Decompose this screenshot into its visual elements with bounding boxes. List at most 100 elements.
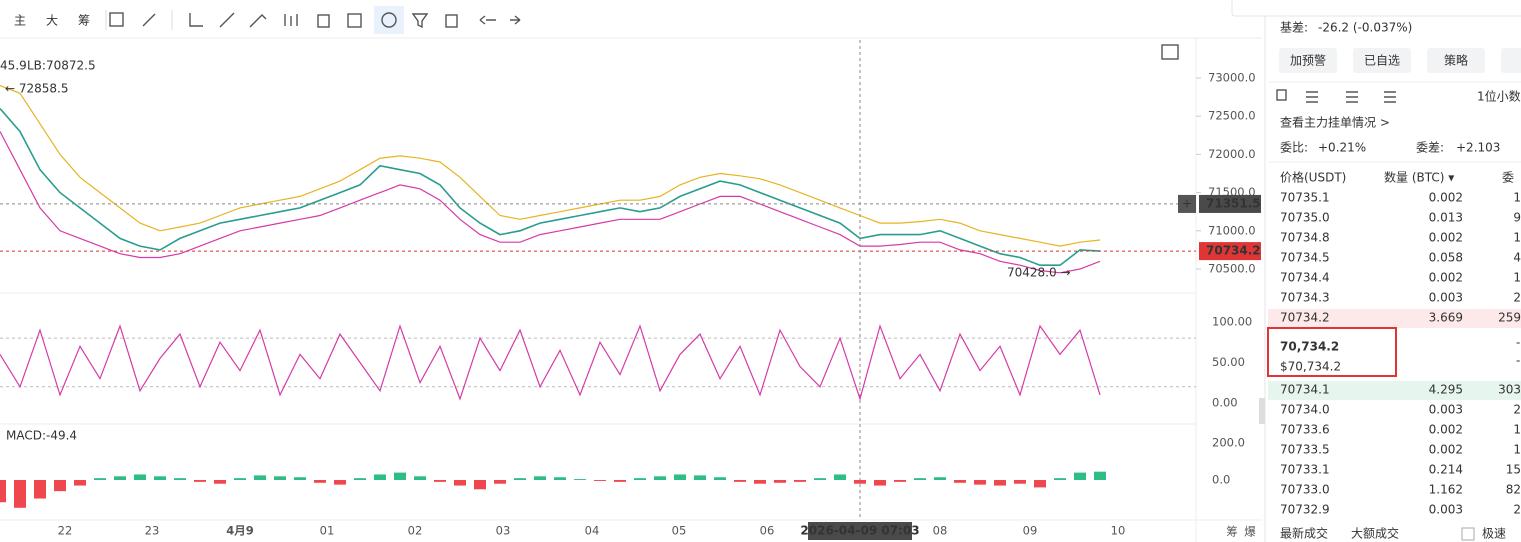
total: 2 xyxy=(1513,503,1521,517)
high-label: ← 72858.5 xyxy=(5,82,69,96)
plus: + xyxy=(1182,196,1192,210)
icon[interactable] xyxy=(411,13,429,29)
x-tick-label: 05 xyxy=(672,524,687,538)
qty: 0.003 xyxy=(1429,291,1463,305)
macd-bar xyxy=(154,476,166,481)
toolbar-label: 筹 xyxy=(78,14,90,28)
icon[interactable] xyxy=(189,13,203,27)
x-tick-label: 10 xyxy=(1111,524,1126,538)
upper-band xyxy=(0,85,1101,247)
qty: 0.003 xyxy=(1429,503,1463,517)
qty: 0.013 xyxy=(1429,211,1463,225)
icon[interactable] xyxy=(219,12,235,28)
icon[interactable] xyxy=(479,15,496,25)
macd-bar xyxy=(134,474,146,481)
fast: 极速 xyxy=(1482,527,1506,541)
crosshair-y-box xyxy=(1199,194,1261,213)
x-tick-label: 03 xyxy=(496,524,511,538)
macd-bar xyxy=(454,480,466,486)
price: 70735.0 xyxy=(1280,211,1330,225)
button[interactable] xyxy=(1353,48,1411,73)
x-tick-label: 23 xyxy=(145,524,160,538)
macd-bar xyxy=(474,480,486,490)
button-label: 策略 xyxy=(1444,53,1468,68)
macd-bar xyxy=(734,480,746,482)
macd-bar xyxy=(574,479,586,481)
qty: 4.295 xyxy=(1429,383,1463,397)
qty: 0.002 xyxy=(1429,443,1463,457)
qty: 0.214 xyxy=(1429,463,1463,477)
tab[interactable]: 最新成交 xyxy=(1280,526,1328,541)
macd-bar xyxy=(874,480,886,486)
icon[interactable] xyxy=(510,15,521,25)
qty: 0.002 xyxy=(1429,231,1463,245)
total: 2 xyxy=(1513,403,1521,417)
total: 15 xyxy=(1506,463,1521,477)
price: 70734.8 xyxy=(1280,231,1330,245)
icon[interactable] xyxy=(1346,91,1358,103)
macd-bar xyxy=(34,480,46,499)
tab[interactable]: 大额成交 xyxy=(1351,526,1399,541)
button[interactable] xyxy=(1427,48,1485,73)
macd-bar xyxy=(834,474,846,481)
icon[interactable] xyxy=(347,13,362,28)
icon[interactable] xyxy=(317,14,330,28)
macd-bar xyxy=(974,480,986,485)
x-tick-label: 04 xyxy=(585,524,600,538)
crosshair-plus[interactable] xyxy=(1178,194,1196,213)
checkbox[interactable] xyxy=(1461,527,1475,541)
basis: -26.2 (-0.037%) xyxy=(1318,21,1412,35)
expand-icon[interactable] xyxy=(1161,44,1179,60)
macd-bar xyxy=(894,480,906,482)
mid-side: - xyxy=(1516,354,1520,368)
mid-usd: $70,734.2 xyxy=(1280,360,1341,374)
icon[interactable] xyxy=(1276,89,1287,101)
crosshair-x-label: 2026-04-09 07:03 xyxy=(800,524,919,538)
button[interactable] xyxy=(1279,48,1337,73)
macd-bar xyxy=(174,478,186,481)
price: 70734.4 xyxy=(1280,271,1330,285)
macd-bar xyxy=(754,480,766,484)
macd-bar xyxy=(274,476,286,481)
macd-bar xyxy=(54,480,66,492)
button[interactable] xyxy=(1501,48,1521,73)
icon[interactable] xyxy=(109,12,124,27)
icon[interactable] xyxy=(284,14,298,26)
macd-bar xyxy=(1074,472,1086,481)
x-tick-label: 08 xyxy=(933,524,948,538)
icon[interactable] xyxy=(1306,91,1318,103)
mid-price: 70,734.2 xyxy=(1280,340,1339,354)
x-tick-label: 22 xyxy=(58,524,73,538)
price: 70733.0 xyxy=(1280,483,1330,497)
panel-handle[interactable] xyxy=(1259,398,1265,424)
macd-bar xyxy=(114,476,126,481)
icon[interactable] xyxy=(445,14,458,28)
total: 82 xyxy=(1506,483,1521,497)
total: 303 xyxy=(1498,383,1521,397)
total: 4 xyxy=(1513,251,1521,265)
icon[interactable] xyxy=(381,12,397,28)
crosshair-y-label: 71351.5 xyxy=(1206,196,1261,210)
icon[interactable] xyxy=(1384,91,1396,103)
x-tick-label: 02 xyxy=(408,524,423,538)
icon[interactable] xyxy=(142,13,156,27)
macd-bar xyxy=(494,480,506,484)
qty: 0.003 xyxy=(1429,403,1463,417)
macd-bar xyxy=(94,478,106,481)
icon[interactable] xyxy=(249,14,267,28)
toolbar-label: 主 xyxy=(14,14,26,28)
macd-tick-label: 0.0 xyxy=(1212,473,1230,487)
macd-bar xyxy=(994,480,1006,486)
macd-bar xyxy=(654,476,666,481)
diff: +2.103 xyxy=(1456,141,1500,155)
macd-tick-label: 200.0 xyxy=(1212,435,1245,449)
legend: LB:70872.5 xyxy=(27,59,96,73)
mid-price-box xyxy=(1267,327,1397,377)
macd-bar xyxy=(214,480,226,484)
mid-side: - xyxy=(1516,336,1520,350)
toolbar-icons[interactable] xyxy=(109,6,1179,60)
button-label: 已自选 xyxy=(1364,54,1400,68)
ask-highlight xyxy=(1268,309,1521,328)
